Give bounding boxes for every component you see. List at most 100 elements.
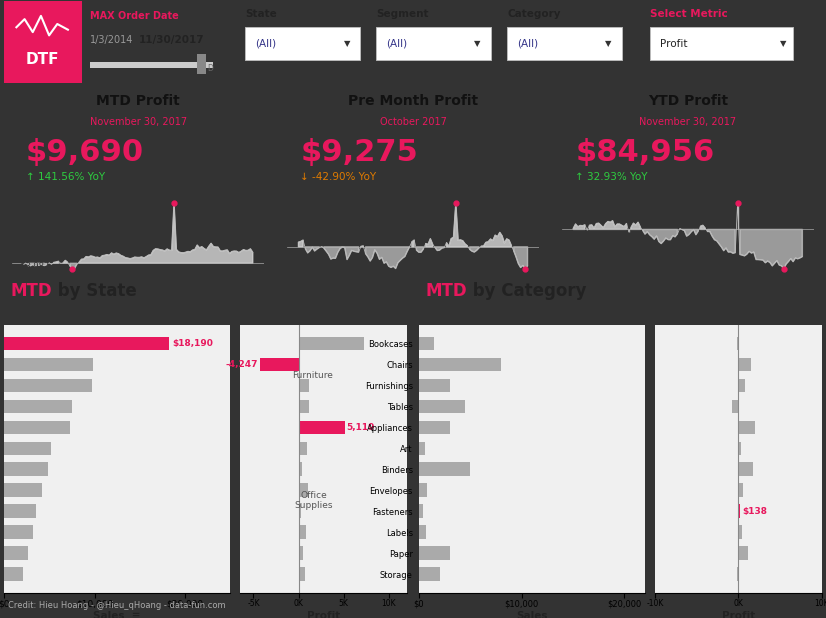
Text: MAX Order Date: MAX Order Date	[90, 11, 178, 21]
Bar	[4, 379, 92, 392]
Text: Category: Category	[507, 9, 561, 19]
Bar	[738, 462, 753, 476]
Text: Office
Supplies: Office Supplies	[295, 491, 333, 510]
Bar	[4, 483, 42, 497]
Bar	[299, 379, 310, 392]
Text: ▼: ▼	[474, 39, 481, 48]
Bar	[4, 400, 72, 413]
Bar	[4, 567, 23, 581]
Text: $9,275: $9,275	[301, 138, 418, 167]
Bar	[4, 525, 33, 539]
Text: $9,690: $9,690	[26, 138, 144, 167]
Bar	[738, 546, 748, 560]
Bar	[419, 525, 426, 539]
Text: November 30, 2017: November 30, 2017	[90, 117, 187, 127]
Bar	[732, 400, 738, 413]
Text: by Category: by Category	[468, 282, 587, 300]
Bar	[299, 483, 307, 497]
Text: November 30, 2017: November 30, 2017	[639, 117, 736, 127]
Bar	[90, 62, 212, 68]
Text: (All): (All)	[386, 38, 407, 49]
Text: MTD: MTD	[10, 282, 52, 300]
Text: Sub-Category: Sub-Category	[537, 311, 605, 321]
Text: by State: by State	[53, 282, 137, 300]
Text: 1/3/2014: 1/3/2014	[90, 35, 133, 45]
Bar	[507, 27, 621, 60]
Text: ▼: ▼	[605, 39, 612, 48]
Bar	[299, 400, 309, 413]
Text: (All): (All)	[517, 38, 538, 49]
Bar	[4, 358, 93, 371]
Text: October 2017: October 2017	[380, 117, 446, 127]
Bar	[738, 441, 741, 455]
Bar	[299, 525, 306, 539]
Bar	[299, 546, 303, 560]
Text: ↑ 32.93% YoY: ↑ 32.93% YoY	[575, 172, 648, 182]
Bar	[4, 462, 48, 476]
Bar	[299, 567, 305, 581]
Text: MTD: MTD	[425, 282, 467, 300]
Bar	[650, 27, 793, 60]
Bar	[738, 504, 739, 518]
X-axis label: Sales  ≡: Sales ≡	[93, 611, 141, 618]
Text: ▼: ▼	[781, 39, 786, 48]
Text: DTF: DTF	[26, 53, 59, 67]
Text: ↓ -42.90% YoY: ↓ -42.90% YoY	[301, 172, 377, 182]
Bar	[419, 421, 450, 434]
Text: 11/30/2017: 11/30/2017	[139, 35, 205, 45]
Bar	[299, 504, 301, 518]
Bar	[737, 337, 738, 350]
X-axis label: Profit: Profit	[722, 611, 755, 618]
Text: 5,119: 5,119	[347, 423, 375, 432]
Bar	[419, 379, 450, 392]
Bar	[419, 483, 427, 497]
Text: YTD Profit: YTD Profit	[648, 94, 728, 108]
Text: $138: $138	[742, 507, 767, 515]
Bar	[4, 441, 51, 455]
Bar	[299, 462, 302, 476]
Bar	[738, 421, 755, 434]
Text: ↑ 141.56% YoY: ↑ 141.56% YoY	[26, 172, 105, 182]
Text: Category: Category	[460, 311, 506, 321]
Text: ▼: ▼	[344, 39, 350, 48]
Bar	[260, 358, 299, 371]
Bar	[4, 504, 36, 518]
Text: Credit: Hieu Hoang - @Hieu_qHoang - data-fun.com: Credit: Hieu Hoang - @Hieu_qHoang - data…	[8, 601, 225, 611]
Bar	[197, 54, 206, 74]
Text: State  ≡: State ≡	[16, 311, 59, 321]
Bar	[299, 421, 344, 434]
Bar	[4, 421, 70, 434]
Bar	[419, 337, 434, 350]
Bar	[4, 546, 27, 560]
Bar	[299, 441, 306, 455]
Text: Profit: Profit	[660, 38, 687, 49]
Text: Pre Month Profit: Pre Month Profit	[348, 94, 478, 108]
Bar	[419, 400, 465, 413]
Text: $84,956: $84,956	[575, 138, 714, 167]
Bar	[738, 525, 742, 539]
Bar	[419, 546, 450, 560]
Bar	[419, 567, 439, 581]
Bar	[376, 27, 491, 60]
Text: D: D	[207, 64, 213, 73]
X-axis label: Sales: Sales	[516, 611, 548, 618]
Bar	[419, 462, 470, 476]
Text: Select Metric: Select Metric	[650, 9, 728, 19]
Text: $18,190: $18,190	[172, 339, 213, 348]
Text: (All): (All)	[255, 38, 277, 49]
X-axis label: Profit: Profit	[306, 611, 340, 618]
Bar	[4, 337, 169, 350]
Bar	[419, 358, 501, 371]
Bar	[419, 441, 425, 455]
Text: Segment: Segment	[376, 9, 429, 19]
Bar	[738, 483, 743, 497]
Bar	[737, 567, 738, 581]
Bar	[738, 379, 745, 392]
Bar	[245, 27, 360, 60]
Text: -4,247: -4,247	[226, 360, 259, 369]
Bar	[419, 504, 423, 518]
Bar	[299, 337, 363, 350]
Bar	[738, 358, 751, 371]
Text: Furniture: Furniture	[292, 371, 333, 379]
Text: State: State	[245, 9, 277, 19]
